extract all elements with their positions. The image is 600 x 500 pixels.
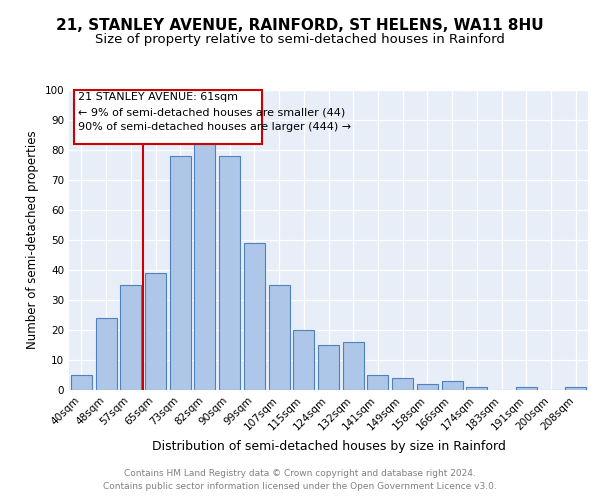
- Bar: [343, 342, 364, 390]
- Bar: [194, 144, 215, 390]
- Bar: [293, 330, 314, 390]
- Bar: [466, 387, 487, 390]
- Text: 21, STANLEY AVENUE, RAINFORD, ST HELENS, WA11 8HU: 21, STANLEY AVENUE, RAINFORD, ST HELENS,…: [56, 18, 544, 32]
- Bar: [170, 156, 191, 390]
- Bar: [95, 318, 116, 390]
- Bar: [318, 345, 339, 390]
- Y-axis label: Number of semi-detached properties: Number of semi-detached properties: [26, 130, 39, 350]
- Bar: [145, 273, 166, 390]
- Bar: [269, 285, 290, 390]
- Text: Size of property relative to semi-detached houses in Rainford: Size of property relative to semi-detach…: [95, 32, 505, 46]
- X-axis label: Distribution of semi-detached houses by size in Rainford: Distribution of semi-detached houses by …: [152, 440, 505, 453]
- Text: Contains HM Land Registry data © Crown copyright and database right 2024.: Contains HM Land Registry data © Crown c…: [124, 468, 476, 477]
- Bar: [516, 387, 537, 390]
- Bar: [244, 243, 265, 390]
- Text: Contains public sector information licensed under the Open Government Licence v3: Contains public sector information licen…: [103, 482, 497, 491]
- Text: 21 STANLEY AVENUE: 61sqm
← 9% of semi-detached houses are smaller (44)
90% of se: 21 STANLEY AVENUE: 61sqm ← 9% of semi-de…: [77, 92, 351, 132]
- Bar: [392, 378, 413, 390]
- Bar: [367, 375, 388, 390]
- Bar: [442, 381, 463, 390]
- FancyBboxPatch shape: [74, 90, 262, 144]
- Bar: [417, 384, 438, 390]
- Bar: [71, 375, 92, 390]
- Bar: [120, 285, 141, 390]
- Bar: [219, 156, 240, 390]
- Bar: [565, 387, 586, 390]
